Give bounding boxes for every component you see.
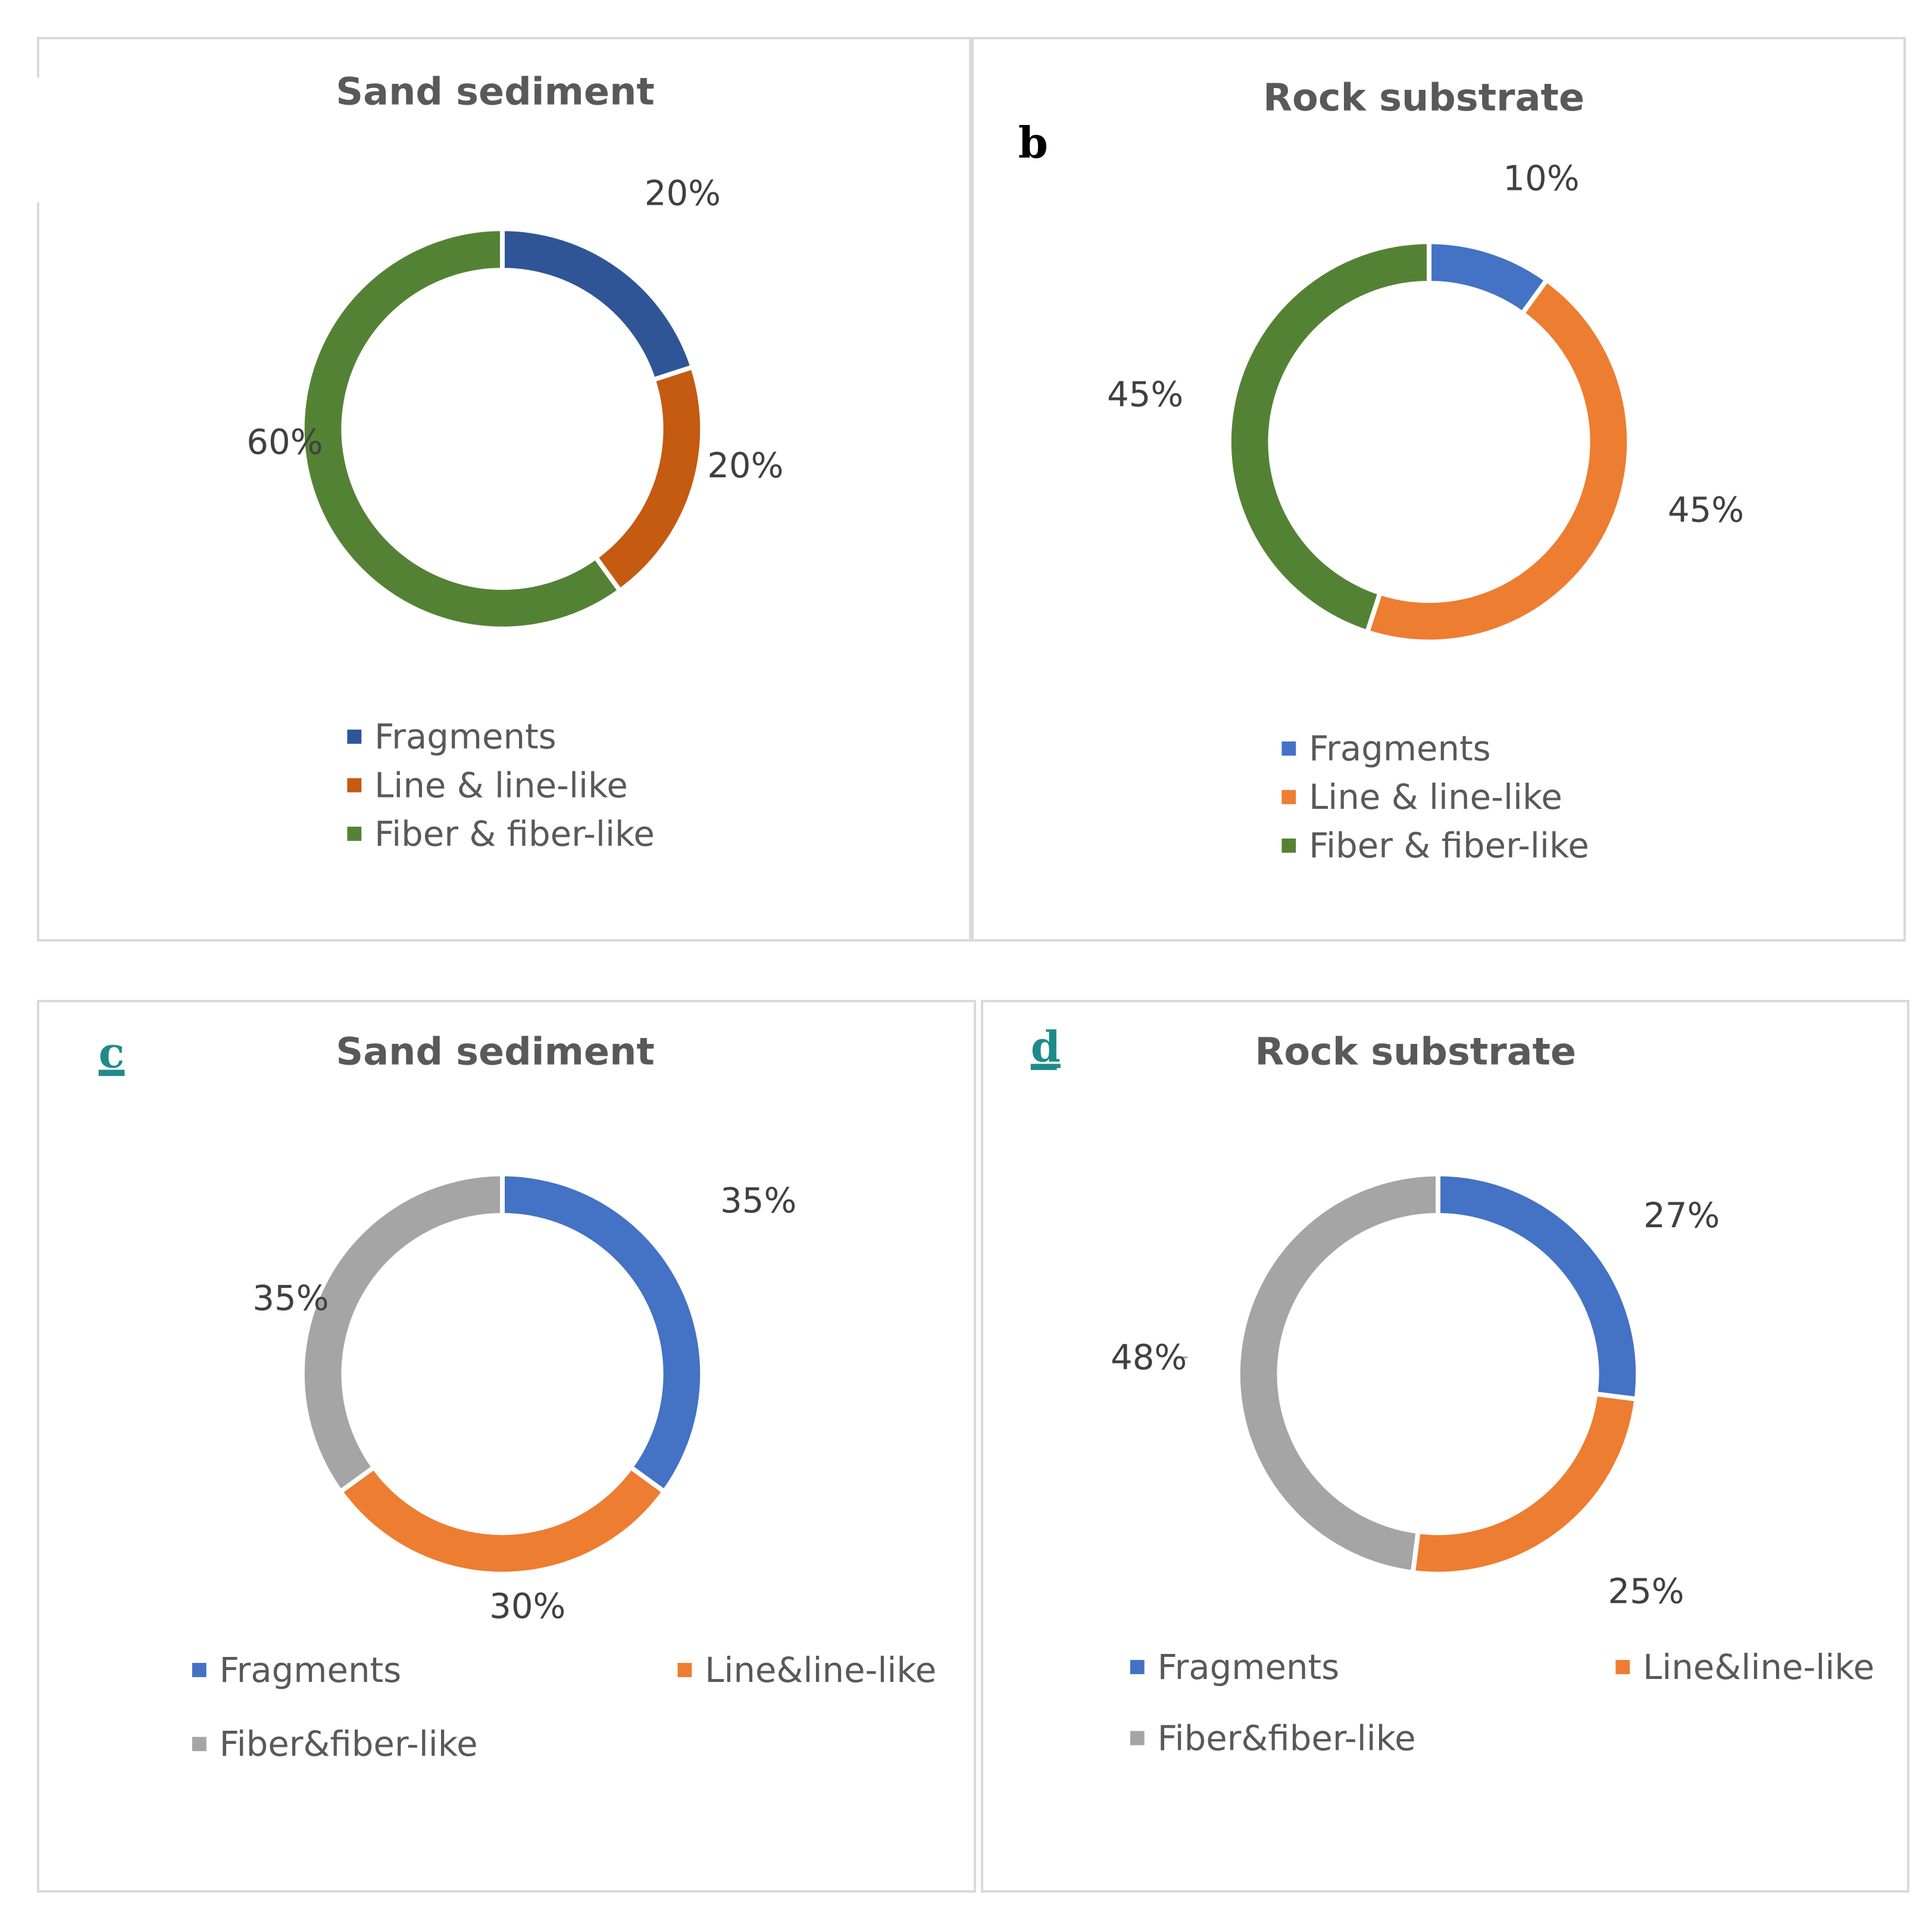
chart-panel-c: Sand sediment c 35% 30% 35% Fragments Line&lin… bbox=[37, 1000, 976, 1893]
legend: Fragments Line&line-like Fiber&fiber-like bbox=[1130, 1647, 1874, 1758]
donut-segment-fiber-fiber-like bbox=[299, 1171, 505, 1495]
legend-item-label: Fiber & fiber-like bbox=[1309, 825, 1589, 866]
chart-d-svg: Rock substrate d 27% 25% 48% Fragments Line&li… bbox=[1031, 1021, 1875, 1758]
legend-item-label: Fiber & fiber-like bbox=[374, 814, 655, 854]
legend-item-label: Line & line-like bbox=[374, 765, 628, 805]
legend-item-label: Fragments bbox=[1309, 728, 1491, 769]
data-label: 27% bbox=[1643, 1195, 1720, 1236]
legend-swatch bbox=[347, 827, 362, 841]
panel-label-b: b bbox=[1018, 118, 1048, 168]
legend-item-label: Fiber&fiber-like bbox=[220, 1724, 478, 1764]
legend-swatch bbox=[1281, 838, 1296, 853]
chart-c-svg: Sand sediment c 35% 30% 35% Fragments Line&lin… bbox=[98, 1027, 936, 1764]
legend-item-label: Line & line-like bbox=[1309, 777, 1562, 817]
donut-segment-fragments bbox=[1436, 1171, 1641, 1402]
legend-item-label: Line&line-like bbox=[1643, 1647, 1874, 1687]
data-label: 60% bbox=[246, 421, 323, 462]
data-label: 25% bbox=[1608, 1571, 1684, 1612]
chart-panel-b: Rock substrate b 10% 45% 45% Fragments Line & … bbox=[971, 37, 1906, 942]
donut-segment-fiber-fiber-like bbox=[299, 226, 624, 631]
donut-segment-fiber-fiber-like bbox=[1235, 1171, 1441, 1575]
legend-swatch bbox=[1615, 1660, 1630, 1674]
legend-swatch bbox=[1130, 1660, 1145, 1674]
chart-title: Rock substrate bbox=[1255, 1030, 1576, 1074]
panel-a-border-gap bbox=[33, 77, 123, 202]
legend-swatch bbox=[192, 1663, 207, 1677]
legend-swatch bbox=[192, 1737, 207, 1752]
chart-title: Rock substrate bbox=[1263, 76, 1584, 120]
donut-segment-line-line-like bbox=[337, 1464, 668, 1577]
donut-segment-line-line-like bbox=[592, 364, 705, 595]
chart-title: Sand sediment bbox=[336, 70, 655, 114]
data-label: 20% bbox=[645, 173, 721, 214]
legend-swatch bbox=[1281, 741, 1296, 756]
legend-item-label: Line&line-like bbox=[705, 1650, 936, 1690]
legend-swatch bbox=[347, 778, 362, 793]
donut-segment-line-line-like bbox=[1410, 1391, 1640, 1577]
legend-swatch bbox=[1130, 1731, 1145, 1746]
data-label: 30% bbox=[489, 1586, 565, 1626]
legend-swatch bbox=[1281, 790, 1296, 805]
legend-item-label: Fragments bbox=[1158, 1647, 1340, 1687]
data-label: 10% bbox=[1503, 158, 1579, 199]
donut-segment-fiber-fiber-like bbox=[1226, 239, 1432, 636]
chart-b-svg: Rock substrate b 10% 45% 45% Fragments Line & … bbox=[1018, 76, 1744, 866]
legend-item-label: Fiber&fiber-like bbox=[1158, 1718, 1416, 1758]
legend: Fragments Line&line-like Fiber&fiber-like bbox=[192, 1650, 936, 1764]
legend-item-label: Fragments bbox=[374, 717, 557, 757]
panel-label-c: c bbox=[99, 1027, 125, 1077]
data-label: 35% bbox=[720, 1180, 796, 1221]
donut-segment-line-line-like bbox=[1364, 276, 1632, 645]
data-label: 45% bbox=[1107, 374, 1183, 415]
panel-label-d: d bbox=[1031, 1021, 1061, 1071]
data-label: 45% bbox=[1668, 490, 1744, 530]
data-label: 20% bbox=[707, 445, 783, 486]
donut-segment-fragments bbox=[500, 226, 696, 383]
legend: Fragments Line & line-like Fiber & fiber-l… bbox=[347, 717, 655, 854]
legend-item-label: Fragments bbox=[220, 1650, 402, 1690]
legend: Fragments Line & line-like Fiber & fiber-l… bbox=[1281, 728, 1589, 866]
data-label: 35% bbox=[252, 1278, 329, 1318]
chart-title: Sand sediment bbox=[336, 1030, 654, 1074]
legend-swatch bbox=[677, 1663, 692, 1677]
legend-swatch bbox=[347, 729, 362, 744]
chart-panel-d: Rock substrate d 27% 25% 48% Fragments Line&li… bbox=[981, 1000, 1909, 1893]
data-label: 48% bbox=[1111, 1337, 1187, 1378]
donut-segment-fragments bbox=[500, 1171, 705, 1495]
